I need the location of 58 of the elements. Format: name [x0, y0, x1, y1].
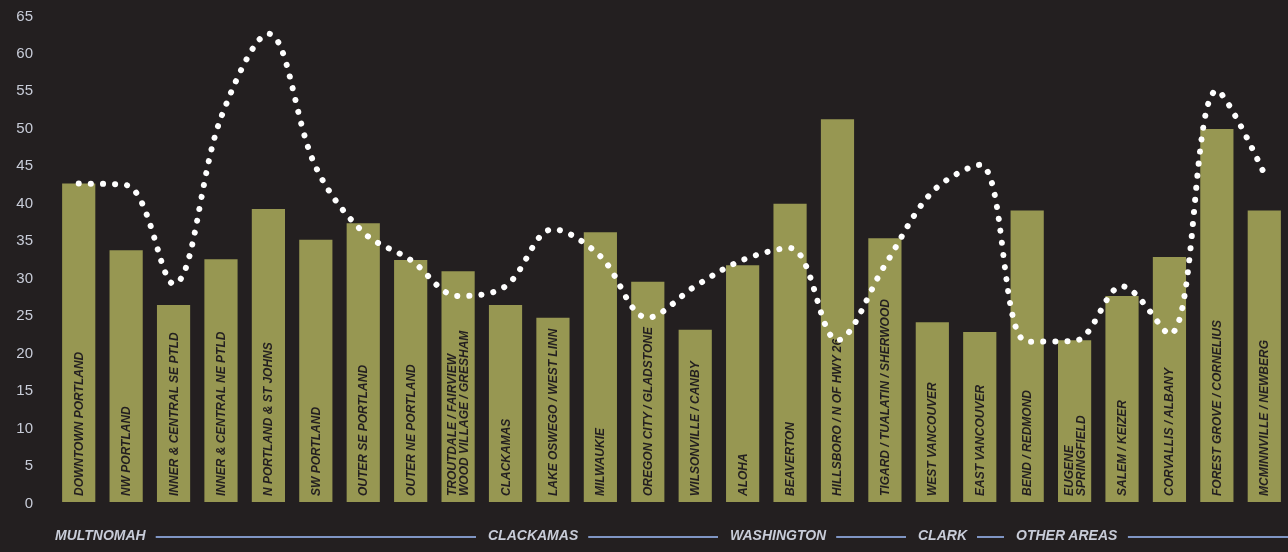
text: CLARK — [918, 527, 968, 543]
y-tick-label: 25 — [16, 306, 33, 324]
x-tick-label: MCMINNVILLE / NEWBERG — [1257, 340, 1272, 496]
x-tick-label: EAST VANCOUVER — [972, 384, 987, 496]
bar — [773, 203, 807, 502]
x-tick-label: MILWAUKIE — [593, 427, 608, 496]
x-tick-label: BEND / REDMOND — [1020, 389, 1035, 496]
x-tick-label: WILSONVILLE / CANBY — [688, 360, 703, 496]
y-tick-label: 15 — [16, 381, 33, 399]
y-tick-label: 65 — [16, 6, 33, 24]
x-tick-label: CLACKAMAS — [498, 418, 513, 496]
bar — [820, 119, 855, 502]
y-tick-label: 5 — [24, 456, 33, 474]
x-tick-label: SALEM / KEIZER — [1115, 399, 1130, 496]
y-tick-label: 35 — [16, 231, 33, 249]
y-tick-label: 10 — [16, 418, 33, 436]
x-tick-label: FOREST GROVE / CORNELIUS — [1209, 319, 1224, 496]
bar — [109, 250, 143, 502]
bar — [204, 259, 238, 502]
x-tick-label: SW PORTLAND — [308, 406, 323, 496]
bar — [726, 265, 760, 502]
bar — [62, 183, 96, 502]
x-tick-label: INNER & CENTRAL SE PTLD — [166, 331, 181, 496]
bar — [488, 304, 523, 502]
x-tick-label: BEAVERTON — [783, 421, 798, 496]
y-tick-label: 45 — [16, 156, 33, 174]
bar — [346, 223, 380, 502]
x-tick-label: OUTER NE PORTLAND — [403, 363, 418, 496]
x-tick-label: ALOHA — [735, 453, 750, 497]
text: OTHER AREAS — [1016, 527, 1119, 543]
y-tick-label: 30 — [16, 268, 33, 286]
x-tick-label: TROUTDALE / FAIRVIEW WOOD VILLAGE / GRESHAM — [445, 329, 472, 496]
bar — [1105, 295, 1139, 502]
text: CLACKAMAS — [488, 527, 579, 543]
x-tick-label: DOWNTOWN PORTLAND — [71, 351, 86, 496]
x-tick-label: TIGARD / TUALATIN / SHERWOOD — [877, 298, 892, 496]
x-tick-label: N PORTLAND & ST JOHNS — [261, 342, 276, 496]
bar — [299, 239, 333, 502]
x-tick-label: INNER & CENTRAL NE PTLD — [213, 331, 228, 496]
x-tick-label: CORVALLIS / ALBANY — [1162, 367, 1177, 496]
x-tick-label: LAKE OSWEGO / WEST LINN — [545, 328, 560, 496]
text: WASHINGTON — [730, 527, 828, 543]
text: MULTNOMAH — [55, 527, 147, 543]
x-tick-label: WEST VANCOUVER — [925, 381, 940, 496]
y-tick-label: 55 — [16, 81, 33, 99]
y-tick-label: 60 — [16, 43, 33, 61]
x-tick-label: EUGENE SPRINGFIELD — [1061, 414, 1088, 496]
bar — [583, 232, 617, 502]
x-tick-label: NW PORTLAND — [119, 405, 134, 496]
bar — [1200, 128, 1234, 502]
x-tick-label: OUTER SE PORTLAND — [356, 364, 371, 496]
y-tick-label: 50 — [16, 118, 33, 136]
y-tick-label: 40 — [16, 193, 33, 211]
y-tick-label: 0 — [24, 493, 33, 511]
bar — [1010, 210, 1044, 502]
bar — [251, 209, 285, 502]
x-tick-label: OREGON CITY / GLADSTONE — [640, 326, 655, 496]
y-tick-label: 20 — [16, 343, 33, 361]
